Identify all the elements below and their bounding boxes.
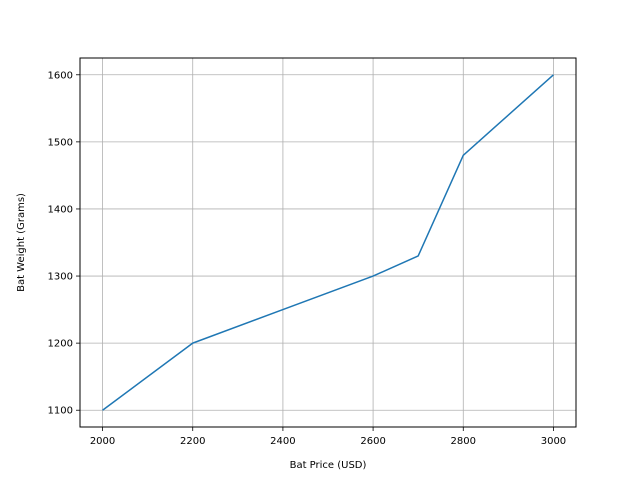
y-tick-label: 1100 [48,406,73,417]
data-point [417,254,420,257]
data-point [191,342,194,345]
x-tick-label: 2200 [180,436,205,447]
y-axis-label: Bat Weight (Grams) [16,193,27,292]
series-layer [101,73,555,412]
data-point [552,73,555,76]
y-tick-label: 1200 [48,339,73,350]
series-line [102,74,554,411]
x-tick-label: 3000 [541,436,566,447]
y-tick-label: 1600 [48,70,73,81]
data-point [372,275,375,278]
x-axis-label: Bat Price (USD) [290,460,367,471]
x-tick-label: 2600 [360,436,385,447]
x-tick-label: 2000 [90,436,115,447]
x-tick-label: 2800 [451,436,476,447]
plot-frame [79,57,577,428]
x-tick-label: 2400 [270,436,295,447]
ticks: 2000 2200 2400 2600 2800 3000 1100 1200 1300 1400… [48,70,567,447]
data-point [281,308,284,311]
grid [80,58,576,427]
y-tick-label: 1400 [48,204,73,215]
y-tick-label: 1500 [48,137,73,148]
data-point [462,154,465,157]
y-tick-label: 1300 [48,272,73,283]
data-point [101,409,104,412]
